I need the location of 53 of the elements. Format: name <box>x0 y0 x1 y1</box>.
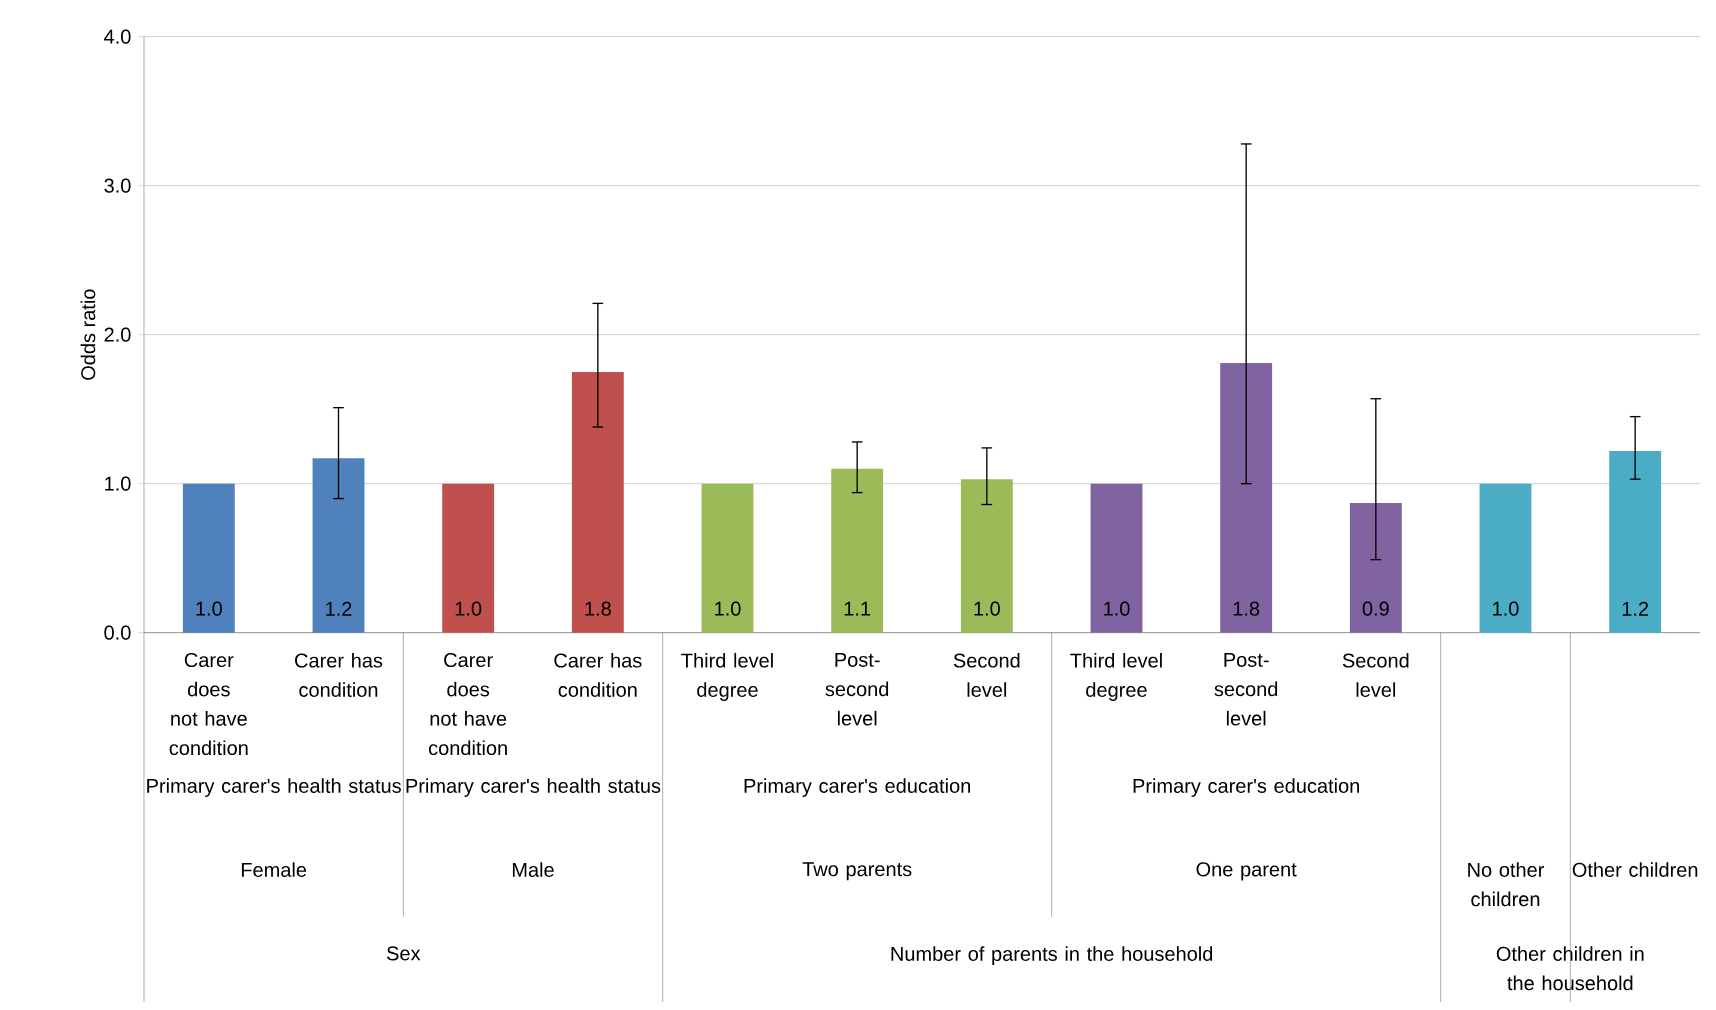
x-tick-label: Third level degree <box>1070 652 1162 701</box>
y-tick-label: 3.0 <box>104 178 131 193</box>
text: Primary carer's health status <box>406 778 661 797</box>
text: Primary carer's health status <box>147 778 401 797</box>
text: Sex <box>387 946 421 961</box>
text: One parent <box>1196 862 1297 881</box>
text: Two parents <box>802 862 912 881</box>
text: Other children <box>1572 862 1698 877</box>
bar <box>442 483 495 633</box>
bar <box>571 371 624 633</box>
bar <box>1220 362 1273 633</box>
bar <box>701 483 754 633</box>
data-label: 1.8 <box>585 601 611 616</box>
text: Male <box>512 862 554 877</box>
bar <box>960 479 1013 633</box>
data-label: 1.0 <box>196 601 222 616</box>
bar <box>831 468 884 633</box>
y-axis-title: Odds ratio <box>80 289 96 380</box>
x-tick-label: Carer has condition <box>295 652 383 697</box>
text: Primary carer's education <box>1133 778 1359 797</box>
y-tick-label: 0.0 <box>104 625 131 640</box>
bar <box>1349 503 1402 633</box>
x-tick-label: Carer does not have condition <box>169 652 248 756</box>
bar <box>1090 483 1143 633</box>
text: Primary carer's education <box>744 778 970 797</box>
x-tick-label: Carer does not have condition <box>428 652 507 756</box>
data-label: 1.0 <box>974 601 1000 616</box>
data-label: 1.2 <box>326 601 352 616</box>
x-tick-label: Second level <box>1342 652 1409 697</box>
bar <box>1479 483 1532 633</box>
x-tick-label: Second level <box>953 652 1020 697</box>
data-label: 1.1 <box>844 601 871 616</box>
data-label: 1.0 <box>1104 601 1130 616</box>
text: Number of parents in the household <box>891 946 1213 965</box>
data-label: 0.9 <box>1362 601 1389 616</box>
data-label: 1.0 <box>455 601 482 616</box>
bar <box>312 458 365 633</box>
x-tick-label: Post-second level <box>825 652 889 726</box>
bar <box>1609 450 1662 633</box>
y-tick-label: 1.0 <box>105 476 131 491</box>
bar <box>182 483 235 633</box>
data-label: 1.8 <box>1233 601 1260 616</box>
text: No other children <box>1468 862 1545 907</box>
x-tick-label: Post-second level <box>1214 652 1278 726</box>
data-label: 1.0 <box>1493 601 1519 616</box>
y-tick-label: 4.0 <box>104 29 131 44</box>
y-tick-label: 2.0 <box>104 327 131 342</box>
x-tick-label: Third level degree <box>681 652 773 701</box>
text: Female <box>241 862 307 877</box>
text: Other children in the household <box>1496 946 1644 991</box>
data-label: 1.2 <box>1622 601 1649 616</box>
x-tick-label: Carer has condition <box>554 652 642 697</box>
data-label: 1.0 <box>715 601 741 616</box>
